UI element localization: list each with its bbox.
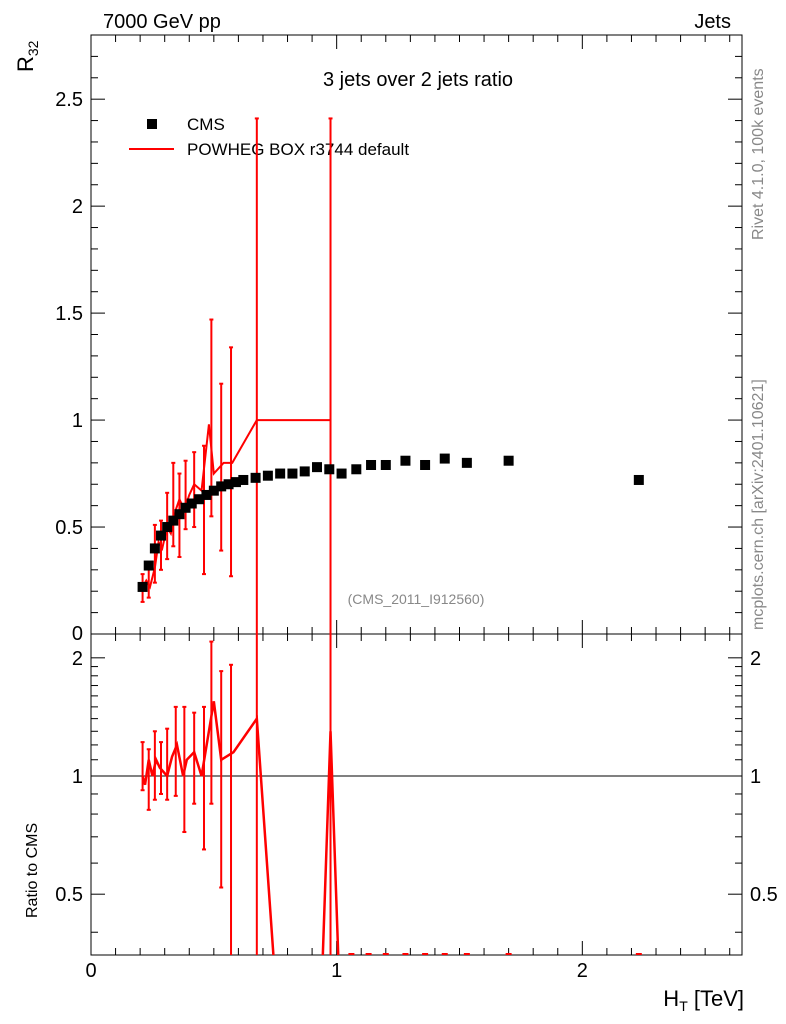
ratio-ylabel: Ratio to CMS [24, 823, 41, 918]
main-ylabel: R32 [13, 40, 41, 72]
mc-line [141, 419, 331, 590]
cms-data-point [275, 468, 286, 479]
cms-data-point [156, 530, 167, 541]
cms-data-point [461, 457, 472, 468]
analysis-annotation: (CMS_2011_I912560) [348, 591, 485, 607]
main-axis-ticks: 0.5 1 1.5 2 2.5 0 [55, 34, 742, 645]
cms-data-point [143, 560, 154, 571]
main-ytick-label: 2 [72, 196, 83, 218]
cms-data-point [238, 474, 249, 485]
cms-data-point [262, 470, 273, 481]
cms-data-point [324, 464, 335, 475]
ratio-mc-line [141, 701, 340, 955]
legend-cms-label: CMS [187, 115, 225, 134]
ratio-panel-frame [90, 633, 743, 956]
cms-data-point [194, 494, 205, 505]
main-data-series [137, 453, 644, 592]
header-left: 7000 GeV pp [103, 11, 221, 33]
cms-data-point [180, 502, 191, 513]
cms-data-point [633, 474, 644, 485]
chart-title: 3 jets over 2 jets ratio [323, 69, 513, 91]
cms-data-point [503, 455, 514, 466]
main-ytick-label: 2.5 [55, 89, 83, 111]
ratio-ytick-label: 2 [72, 648, 83, 670]
rivet-label: Rivet 4.1.0, 100k events [750, 68, 767, 240]
cms-data-point [223, 479, 234, 490]
cms-data-point [287, 468, 298, 479]
ratio-axis-ticks: 0.5 0.5 1 1 2 2 0 1 2 [55, 634, 778, 982]
xtick-label: 1 [331, 960, 342, 982]
main-ytick-label: 0.5 [55, 517, 83, 539]
cms-data-point [186, 498, 197, 509]
main-ytick-label-zero: 0 [72, 623, 83, 645]
cms-data-point [201, 489, 212, 500]
main-mc-series [140, 117, 333, 634]
cms-data-point [162, 522, 173, 533]
mcplots-label: mcplots.cern.ch [arXiv:2401.10621] [750, 379, 767, 630]
ratio-ytick-label-right: 0.5 [750, 884, 778, 906]
cms-data-point [380, 459, 391, 470]
cms-data-point [312, 462, 323, 473]
cms-data-point [216, 481, 227, 492]
cms-data-point [336, 468, 347, 479]
cms-data-point [250, 472, 261, 483]
xtick-label: 2 [577, 960, 588, 982]
cms-data-point [168, 515, 179, 526]
main-ytick-label: 1 [72, 410, 83, 432]
ratio-ytick-label: 0.5 [55, 884, 83, 906]
cms-data-point [351, 464, 362, 475]
cms-data-point [149, 543, 160, 554]
ratio-ytick-label-right: 1 [750, 766, 761, 788]
cms-data-point [299, 466, 310, 477]
cms-data-point [174, 509, 185, 520]
cms-data-point [366, 459, 377, 470]
x-axis-label-unit: [TeV] [688, 986, 744, 1011]
xtick-label: 0 [85, 960, 96, 982]
cms-data-point [208, 485, 219, 496]
x-axis-label: HT [TeV] [663, 986, 744, 1014]
header-right: Jets [694, 11, 731, 33]
legend-cms-marker [147, 119, 157, 129]
ratio-ytick-label: 1 [72, 766, 83, 788]
cms-data-point [230, 477, 241, 488]
cms-data-point [400, 455, 411, 466]
ratio-mc-series [140, 634, 642, 955]
cms-data-point [137, 581, 148, 592]
main-ylabel-main: R [13, 56, 38, 72]
legend-powheg-label: POWHEG BOX r3744 default [187, 140, 409, 159]
main-ytick-label: 1.5 [55, 303, 83, 325]
cms-data-point [439, 453, 450, 464]
cms-data-point [420, 459, 431, 470]
main-ylabel-sub: 32 [25, 40, 41, 56]
x-axis-label-main: H [663, 986, 679, 1011]
x-axis-label-sub: T [679, 998, 688, 1014]
ratio-ytick-label-right: 2 [750, 648, 761, 670]
